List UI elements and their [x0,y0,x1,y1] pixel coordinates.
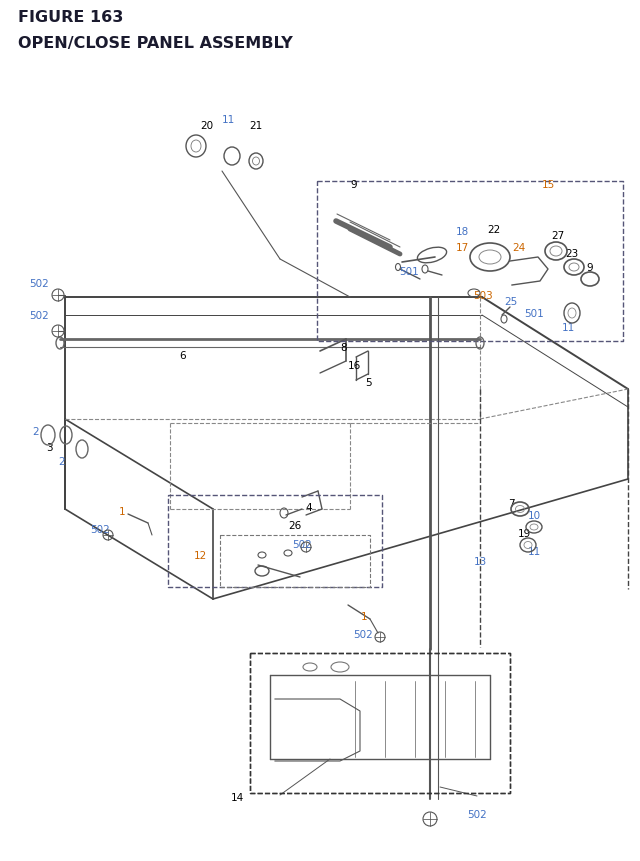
Text: 22: 22 [488,225,500,235]
Text: 1: 1 [361,611,367,622]
Text: OPEN/CLOSE PANEL ASSEMBLY: OPEN/CLOSE PANEL ASSEMBLY [18,36,292,51]
Text: 501: 501 [524,308,544,319]
Text: 2: 2 [58,456,65,467]
Text: 8: 8 [340,343,348,353]
Text: 18: 18 [456,226,468,237]
Text: FIGURE 163: FIGURE 163 [18,10,124,25]
Text: 502: 502 [29,311,49,320]
Text: 9: 9 [587,263,593,273]
Text: 26: 26 [289,520,301,530]
Text: 13: 13 [474,556,486,567]
Text: 10: 10 [527,511,541,520]
Text: 502: 502 [29,279,49,288]
Text: 25: 25 [504,297,518,307]
Text: 14: 14 [230,792,244,802]
Text: 11: 11 [221,115,235,125]
Text: 7: 7 [508,499,515,508]
Text: 21: 21 [250,121,262,131]
Text: 9: 9 [351,180,357,189]
Text: 1: 1 [118,506,125,517]
Text: 23: 23 [565,249,579,258]
Text: 24: 24 [513,243,525,253]
Text: 502: 502 [292,539,312,549]
Text: 502: 502 [90,524,110,535]
Text: 5: 5 [365,378,371,387]
Text: 3: 3 [46,443,52,453]
Text: 502: 502 [467,809,487,819]
Text: 19: 19 [517,529,531,538]
Text: 502: 502 [353,629,373,639]
Text: 4: 4 [306,503,312,512]
Text: 15: 15 [541,180,555,189]
Text: 2: 2 [32,426,38,437]
Text: 11: 11 [561,323,575,332]
Text: 20: 20 [200,121,214,131]
Text: 17: 17 [456,243,468,253]
Text: 6: 6 [180,350,186,361]
Text: 16: 16 [348,361,360,370]
Text: 11: 11 [527,547,541,556]
Text: 503: 503 [473,291,493,300]
Text: 27: 27 [552,231,564,241]
Text: 12: 12 [193,550,207,561]
Text: 501: 501 [399,267,419,276]
